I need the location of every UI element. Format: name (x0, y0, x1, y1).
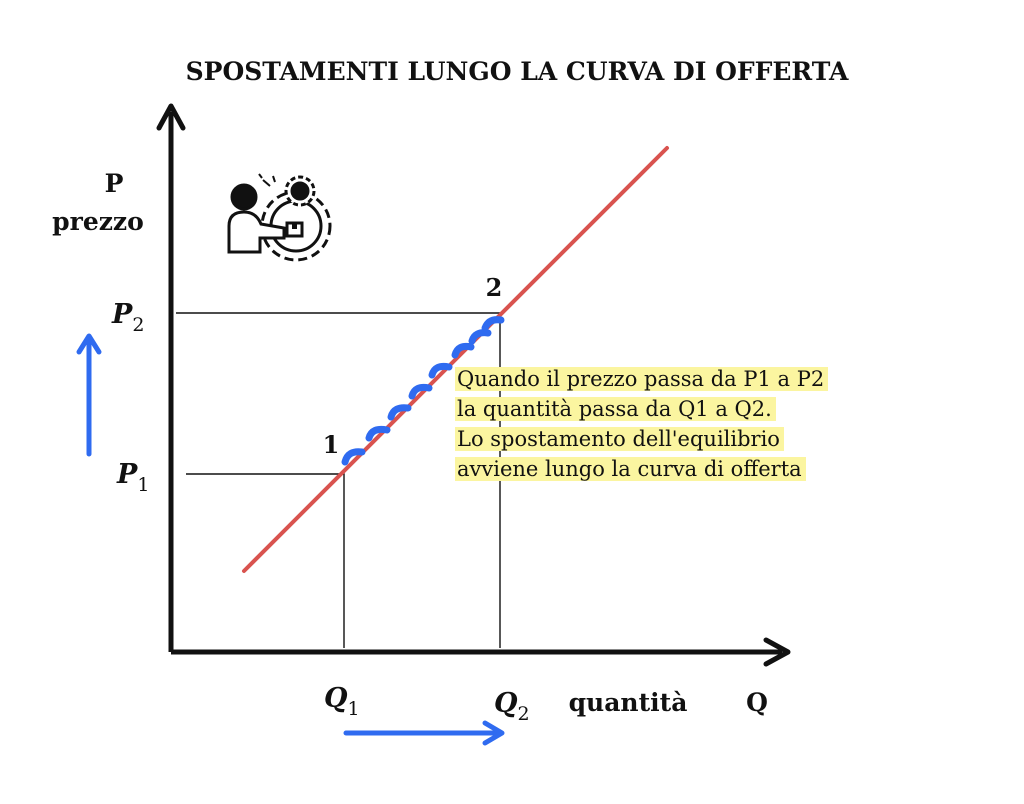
note-line: Lo spostamento dell'equilibrio (455, 424, 925, 454)
price-label-p2: P2 (111, 299, 144, 336)
note-line: la quantità passa da Q1 a Q2. (455, 394, 925, 424)
diagram-title: SPOSTAMENTI LUNGO LA CURVA DI OFFERTA (186, 57, 849, 86)
curve-arrow (468, 329, 492, 345)
price-letter: P (111, 299, 133, 330)
curve-arrow (341, 448, 366, 466)
quantity-label-q2: Q2 (494, 688, 530, 725)
y-axis-symbol: P (105, 169, 124, 198)
price-label-p1: P1 (116, 459, 149, 496)
curve-arrow (428, 362, 453, 379)
x-axis-name: quantità (569, 688, 688, 717)
quantity-subscript: 1 (348, 698, 360, 720)
curve-arrow (408, 383, 433, 400)
quantity-subscript: 2 (518, 703, 530, 725)
supply-curve (242, 146, 669, 573)
quantity-increase-arrow (343, 720, 505, 746)
curve-arrow (387, 404, 412, 421)
point-label-1: 1 (323, 430, 340, 459)
curve-arrow (481, 316, 505, 332)
p1-q1-guide (186, 473, 345, 648)
price-increase-arrow (76, 333, 102, 457)
x-axis-symbol: Q (746, 688, 768, 717)
y-axis-arrowhead (156, 103, 186, 131)
note-line: Quando il prezzo passa da P1 a P2 (455, 364, 925, 394)
producer-with-gears-icon (227, 173, 332, 262)
quantity-letter: Q (324, 683, 348, 714)
curve-arrow (365, 425, 391, 442)
point-label-2: 2 (486, 273, 503, 302)
price-subscript: 2 (132, 314, 144, 336)
curve-arrow (451, 342, 475, 359)
explanation-note: Quando il prezzo passa da P1 a P2 la qua… (455, 364, 925, 484)
price-letter: P (116, 459, 138, 490)
quantity-label-q1: Q1 (324, 683, 360, 720)
price-subscript: 1 (137, 474, 149, 496)
quantity-letter: Q (494, 688, 518, 719)
note-line: avviene lungo la curva di offerta (455, 454, 925, 484)
movement-along-curve (341, 316, 505, 466)
axes (156, 103, 791, 667)
x-axis-arrowhead (763, 637, 791, 667)
y-axis-name: prezzo (52, 207, 144, 236)
